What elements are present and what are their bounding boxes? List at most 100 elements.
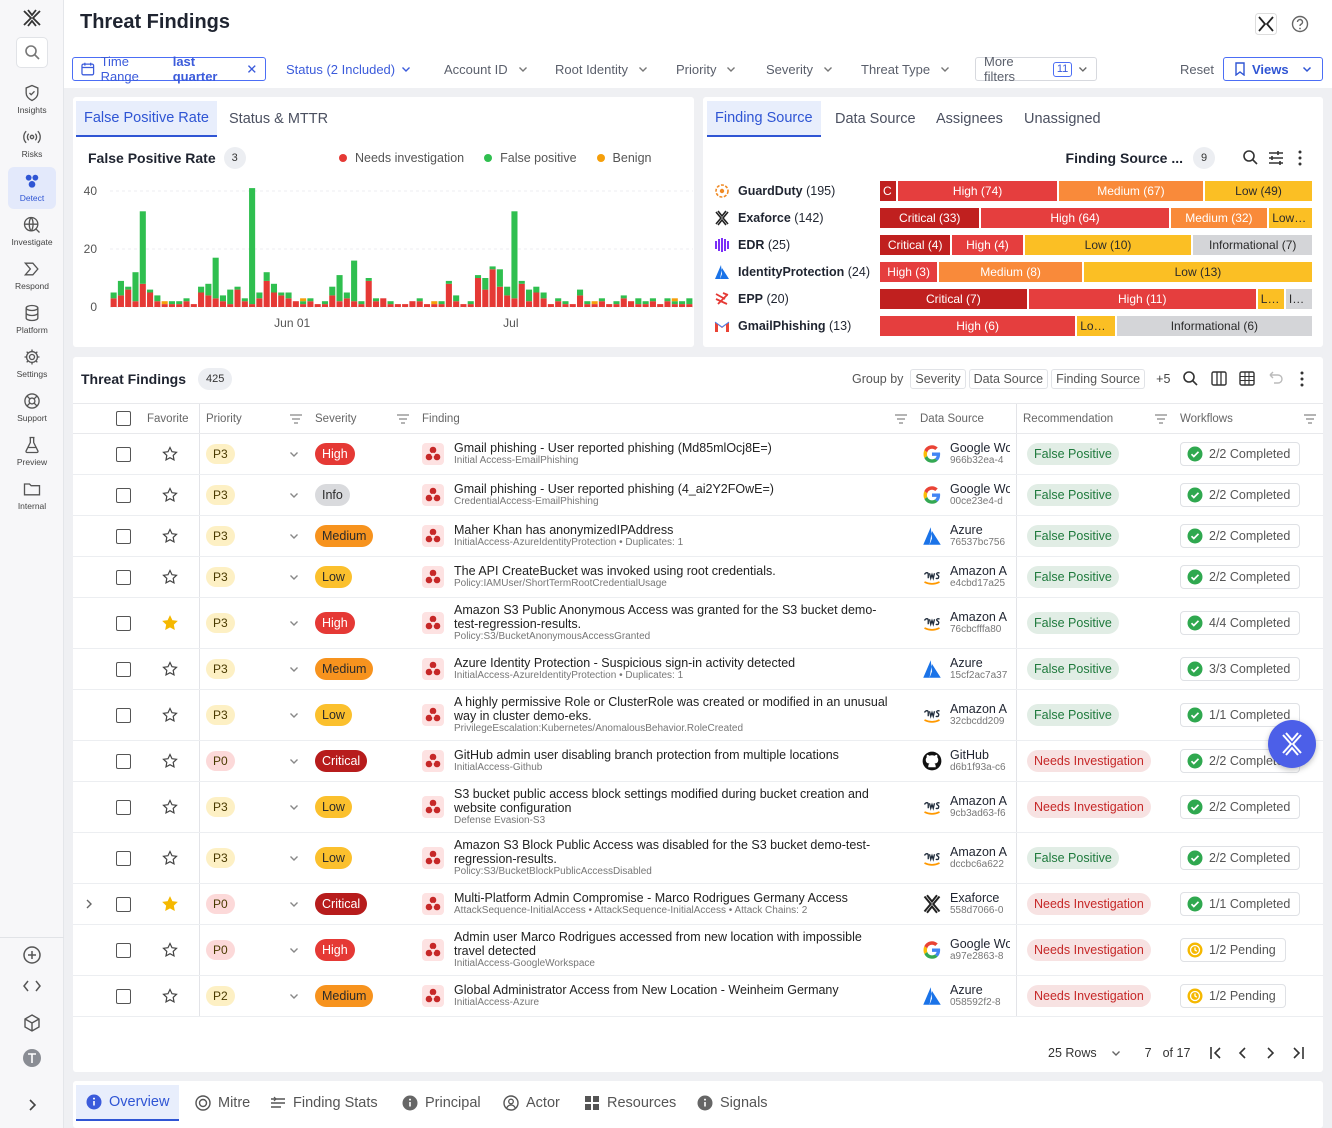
chevron[interactable]	[289, 853, 299, 863]
table-row[interactable]: P0 High Admin user Marco Rodrigues accesse…	[73, 925, 1323, 976]
finding-title[interactable]: Azure Identity Protection - Suspicious s…	[454, 656, 796, 670]
finding-title[interactable]: Gmail phishing - User reported phishing …	[454, 482, 774, 496]
group-option[interactable]: Severity	[910, 369, 966, 389]
favorite-star[interactable]	[162, 446, 178, 462]
bar-segment[interactable]: Low (49)	[1204, 181, 1312, 201]
tab[interactable]: Data Source	[835, 111, 916, 127]
table-row[interactable]: P0 Critical GitHub admin user disabling br…	[73, 741, 1323, 782]
checkbox[interactable]	[115, 850, 131, 866]
expand-icon[interactable]	[83, 898, 95, 910]
detail-tab[interactable]: Signals	[687, 1085, 778, 1121]
table-row[interactable]: P3 Low S3 bucket public access block setti…	[73, 782, 1323, 833]
nav-item[interactable]: Settings	[8, 343, 56, 385]
tab[interactable]: False Positive Rate	[76, 101, 217, 137]
table-row[interactable]: P3 High Amazon S3 Public Anonymous Access …	[73, 598, 1323, 649]
workflow-status[interactable]: 4/4 Completed	[1180, 611, 1301, 635]
group-more[interactable]: +5	[1156, 372, 1171, 386]
chevron[interactable]	[289, 664, 299, 674]
finding-title[interactable]: Amazon S3 Public Anonymous Access was gr…	[454, 603, 877, 631]
finding-title[interactable]: A highly permissive Role or ClusterRole …	[454, 695, 888, 723]
checkbox[interactable]	[115, 615, 131, 631]
finding-title[interactable]: Amazon S3 Block Public Access was disabl…	[454, 838, 871, 866]
bar-segment[interactable]: High (74)	[898, 181, 1057, 201]
favorite-star[interactable]	[162, 850, 178, 866]
filter-dropdown[interactable]: Root Identity	[555, 57, 648, 81]
sidebar-tools[interactable]	[21, 945, 43, 1075]
favorite-star[interactable]	[162, 753, 178, 769]
workflow-status[interactable]: 2/2 Completed	[1180, 565, 1301, 589]
detail-tab[interactable]: Actor	[493, 1085, 570, 1121]
workflow-status[interactable]: 2/2 Completed	[1180, 846, 1301, 870]
filter-icon[interactable]	[289, 413, 303, 425]
checkbox[interactable]	[115, 799, 131, 815]
table-row[interactable]: P0 Critical Multi-Platform Admin Compromis…	[73, 884, 1323, 925]
checkbox[interactable]	[115, 707, 131, 723]
chevron[interactable]	[289, 490, 299, 500]
bar-segment[interactable]: High (11)	[1028, 289, 1256, 309]
favorite-star[interactable]	[162, 487, 178, 503]
checkbox[interactable]	[115, 487, 131, 503]
tab[interactable]: Status & MTTR	[229, 111, 329, 127]
finding-title[interactable]: The API CreateBucket was invoked using r…	[454, 564, 776, 578]
checkbox[interactable]	[115, 661, 131, 677]
tab[interactable]: Unassigned	[1024, 111, 1101, 127]
checkbox[interactable]	[115, 569, 131, 585]
workflow-status[interactable]: 3/3 Completed	[1180, 657, 1301, 681]
table-row[interactable]: P3 Low Amazon S3 Block Public Access was d…	[73, 833, 1323, 884]
bar-segment[interactable]: Medium (8)	[939, 262, 1082, 282]
bar-segment[interactable]: Critical (33)	[880, 208, 980, 228]
finding-title[interactable]: GitHub admin user disabling branch prote…	[454, 748, 839, 762]
checkbox[interactable]	[115, 942, 131, 958]
bar-segment[interactable]: Infor...	[1285, 289, 1312, 309]
filter-dropdown[interactable]: Account ID	[444, 57, 528, 81]
chevron[interactable]	[289, 945, 299, 955]
chevron[interactable]	[289, 899, 299, 909]
chevron[interactable]	[289, 449, 299, 459]
nav-item[interactable]: Preview	[8, 431, 56, 473]
checkbox[interactable]	[115, 411, 131, 426]
bar-segment[interactable]: Informational (6)	[1116, 316, 1312, 336]
filter-dropdown[interactable]: Severity	[766, 57, 833, 81]
nav-item[interactable]: Risks	[8, 123, 56, 165]
logo[interactable]	[22, 9, 42, 27]
favorite-star[interactable]	[162, 707, 178, 723]
search-button[interactable]	[16, 37, 48, 68]
group-option[interactable]: Finding Source	[1051, 369, 1146, 389]
workflow-status[interactable]: 2/2 Completed	[1180, 749, 1301, 773]
detail-tab[interactable]: Overview	[76, 1085, 180, 1121]
bar-segment[interactable]: High (3)	[880, 262, 938, 282]
finding-title[interactable]: Global Administrator Access from New Loc…	[454, 983, 839, 997]
bar-segment[interactable]: Critical (7)	[880, 289, 1027, 309]
nav-item[interactable]: Support	[8, 387, 56, 429]
chevron[interactable]	[289, 710, 299, 720]
nav-item[interactable]: Internal	[8, 475, 56, 517]
group-option[interactable]: Data Source	[968, 369, 1049, 389]
favorite-star[interactable]	[162, 661, 178, 677]
chevron[interactable]	[289, 531, 299, 541]
workflow-status[interactable]: 2/2 Completed	[1180, 483, 1301, 507]
expand-sidebar[interactable]	[24, 1097, 40, 1113]
checkbox[interactable]	[115, 896, 131, 912]
header-icons[interactable]	[1255, 13, 1313, 35]
finding-title[interactable]: Multi-Platform Admin Compromise - Marco …	[454, 891, 848, 905]
filter-icon[interactable]	[396, 413, 410, 425]
filter-dropdown[interactable]: Threat Type	[861, 57, 950, 81]
filter-dropdown[interactable]: Priority	[676, 57, 736, 81]
chevron[interactable]	[289, 756, 299, 766]
bar-segment[interactable]: Informational (7)	[1193, 235, 1312, 255]
time-range-filter[interactable]: Time Range last quarter	[72, 54, 266, 84]
filter-icon[interactable]	[1303, 413, 1317, 425]
table-row[interactable]: P3 Medium Maher Khan has anonymizedIPAddre…	[73, 516, 1323, 557]
bar-segment[interactable]: Low (13)	[1083, 262, 1312, 282]
more-filters[interactable]: More filters 11	[975, 54, 1097, 84]
favorite-star[interactable]	[162, 799, 178, 815]
rows-per-page[interactable]: 25 Rows	[1048, 1046, 1097, 1060]
assistant-button[interactable]	[1268, 720, 1316, 768]
finding-title[interactable]: Gmail phishing - User reported phishing …	[454, 441, 772, 455]
table-row[interactable]: P2 Medium Global Administrator Access from…	[73, 976, 1323, 1017]
chevron[interactable]	[289, 802, 299, 812]
favorite-star[interactable]	[162, 942, 178, 958]
detail-tab[interactable]: Finding Stats	[260, 1085, 388, 1121]
bar-segment[interactable]: Low (10)	[1024, 235, 1192, 255]
checkbox[interactable]	[115, 988, 131, 1004]
